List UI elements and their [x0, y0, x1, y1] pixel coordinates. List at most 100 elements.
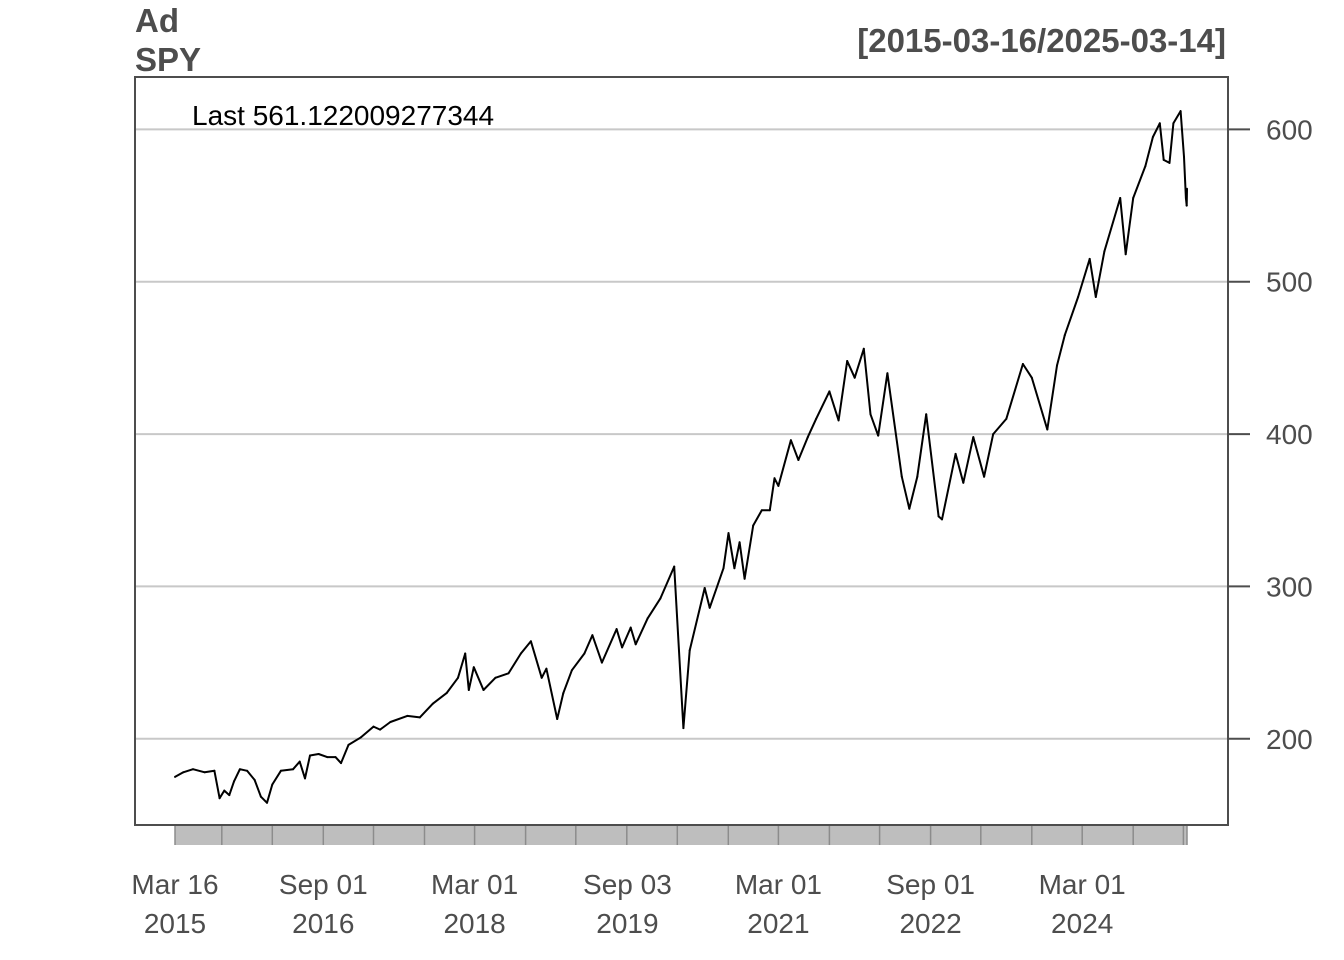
series-point: [1056, 364, 1058, 367]
series-point: [406, 714, 409, 717]
x-tick-label-month: Sep 01: [886, 869, 975, 900]
series-point: [545, 667, 548, 670]
series-point: [615, 628, 618, 631]
series-point: [464, 652, 467, 655]
series-point: [507, 672, 510, 675]
series-point: [983, 475, 986, 478]
series-point: [806, 436, 809, 439]
series-point: [937, 515, 940, 518]
series-line: [174, 110, 1188, 804]
series-point: [688, 649, 691, 652]
series-point: [309, 754, 311, 757]
series-point: [271, 783, 274, 786]
series-point: [228, 794, 231, 797]
series-point: [304, 777, 306, 780]
series-point: [389, 721, 392, 723]
series-point: [992, 433, 995, 436]
series-point: [908, 507, 911, 510]
y-tick-label: 600: [1266, 114, 1313, 145]
series-point: [347, 743, 350, 746]
series-point: [1179, 110, 1182, 113]
series-point: [298, 760, 301, 763]
series-point: [1183, 155, 1185, 158]
series-point: [238, 768, 241, 771]
series-point: [703, 587, 706, 589]
series-point: [457, 676, 459, 679]
series-point: [360, 736, 362, 739]
chart-title: Ad: [135, 2, 179, 39]
series-point: [223, 789, 226, 792]
series-point: [334, 756, 337, 759]
series-point: [266, 801, 268, 804]
series-point: [418, 716, 421, 719]
series-point: [777, 484, 780, 487]
series-point: [253, 778, 256, 781]
series-point: [972, 436, 975, 439]
series-point: [1094, 296, 1097, 298]
series-point: [583, 652, 586, 655]
x-tick-label-year: 2022: [899, 908, 961, 939]
series-point: [1184, 197, 1187, 199]
y-tick-label: 400: [1266, 419, 1313, 450]
series-point: [815, 417, 818, 420]
series-point: [472, 666, 475, 669]
series-point: [1185, 204, 1188, 207]
series-point: [1151, 136, 1154, 138]
series-point: [379, 728, 382, 731]
series-point: [773, 477, 776, 480]
series-point: [1103, 250, 1106, 253]
series-point: [529, 640, 532, 643]
series-point: [1088, 257, 1091, 260]
series-point: [1046, 428, 1049, 431]
x-tick-label-year: 2015: [144, 908, 206, 939]
y-axis: 200 300 400 500 600: [1228, 114, 1313, 755]
series-point: [629, 626, 632, 629]
x-tick-label-year: 2019: [596, 908, 658, 939]
series-point: [738, 541, 741, 544]
series-point: [828, 390, 831, 393]
series-point: [279, 769, 282, 772]
series-point: [1021, 363, 1024, 365]
series-point: [797, 459, 800, 461]
series-point: [869, 413, 872, 416]
series-point: [941, 518, 943, 521]
x-tick-label-year: 2021: [747, 908, 809, 939]
series-point: [292, 768, 295, 771]
series-point: [1162, 158, 1165, 161]
series-point: [233, 780, 235, 783]
series-point: [752, 524, 755, 527]
chart-subtitle: SPY: [135, 41, 201, 78]
series-point: [925, 413, 928, 416]
series-point: [203, 771, 206, 774]
x-axis-band-fill: [175, 825, 1187, 845]
series-point: [482, 689, 485, 691]
series-point: [837, 419, 840, 422]
x-tick-label-month: Mar 16: [131, 869, 218, 900]
last-value-label: Last 561.122009277344: [192, 100, 494, 131]
series-point: [494, 676, 497, 679]
x-tick-label-month: Sep 01: [279, 869, 368, 900]
series-point: [317, 753, 320, 755]
series-point: [900, 475, 903, 478]
x-axis-band: [174, 825, 1188, 845]
x-tick-label-month: Mar 01: [735, 869, 822, 900]
series-point: [1158, 122, 1161, 125]
series-point: [1168, 161, 1171, 164]
series-point: [954, 452, 957, 455]
series-point: [600, 661, 603, 664]
series-point: [708, 606, 711, 609]
x-tick-label-month: Mar 01: [431, 869, 518, 900]
series-point: [621, 646, 624, 649]
x-tick-label-month: Mar 01: [1039, 869, 1126, 900]
x-axis: Mar 16 2015 Sep 01 2016 Mar 01 2018 Sep 03 2019…: [131, 869, 1125, 939]
series-point: [962, 481, 965, 484]
x-tick-label-year: 2024: [1051, 908, 1113, 939]
series-point: [722, 567, 725, 570]
series-point: [886, 372, 889, 375]
series-point: [326, 756, 329, 759]
series-points: [174, 110, 1188, 804]
series-point: [1186, 187, 1188, 190]
series-point: [634, 643, 637, 646]
series-point: [259, 795, 262, 798]
